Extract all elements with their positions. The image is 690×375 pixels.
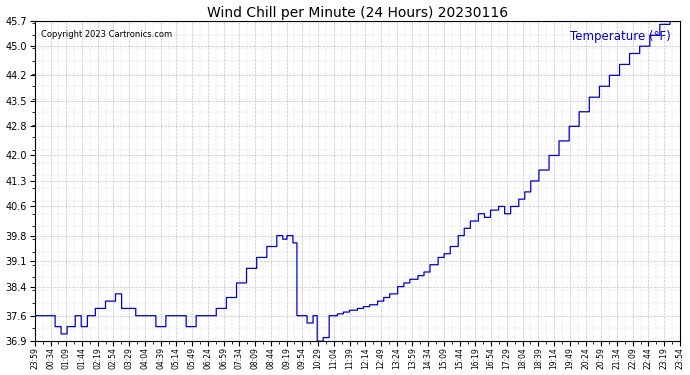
Text: Temperature (°F): Temperature (°F) [569,30,670,44]
Title: Wind Chill per Minute (24 Hours) 20230116: Wind Chill per Minute (24 Hours) 2023011… [207,6,508,20]
Text: Copyright 2023 Cartronics.com: Copyright 2023 Cartronics.com [41,30,172,39]
